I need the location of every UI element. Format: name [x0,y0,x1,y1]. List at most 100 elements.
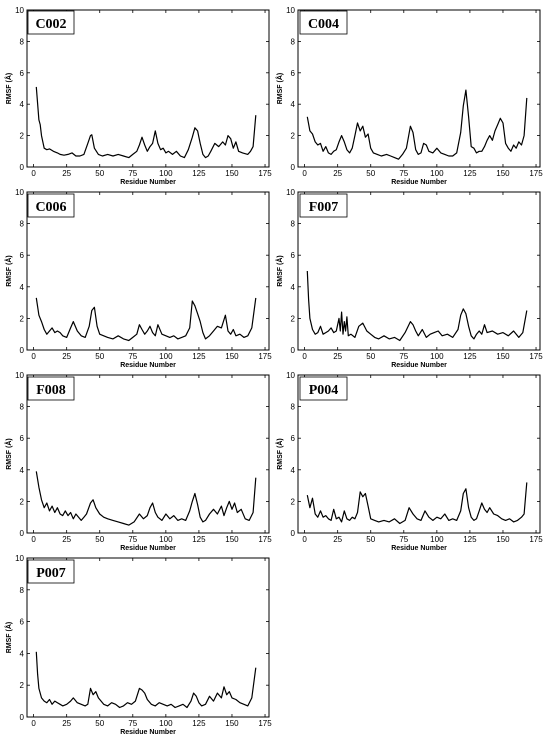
y-tick-label: 0 [291,346,296,355]
y-tick-label: 8 [20,220,25,229]
y-tick-label: 10 [15,554,24,563]
y-tick-label: 10 [15,6,24,15]
y-tick-label: 0 [20,713,25,722]
y-tick-label: 10 [286,371,295,380]
x-tick-label: 100 [430,535,444,544]
rmsf-series-line [306,270,528,342]
y-tick-label: 6 [291,69,296,78]
plot-frame [26,374,270,534]
y-tick-label: 0 [20,163,25,172]
y-tick-label: 4 [20,466,25,475]
x-tick-label: 175 [258,535,272,544]
y-tick-label: 0 [291,163,296,172]
plot-frame [26,9,270,168]
x-tick-label: 25 [62,535,71,544]
plot-frame [26,557,270,718]
rmsf-series-line [35,471,257,526]
x-tick-label: 175 [258,719,272,728]
x-axis-title: Residue Number [120,362,176,369]
x-tick-label: 100 [159,719,173,728]
x-tick-label: 75 [399,352,408,361]
x-tick-label: 125 [463,535,477,544]
x-axis-title: Residue Number [120,729,176,736]
x-tick-label: 0 [302,535,307,544]
x-tick-label: 25 [62,169,71,178]
x-tick-label: 75 [128,535,137,544]
x-tick-label: 100 [430,169,444,178]
y-tick-label: 6 [20,251,25,260]
rmsf-series-line [35,86,257,159]
x-tick-label: 150 [225,352,239,361]
y-tick-label: 4 [291,466,296,475]
x-tick-label: 0 [31,535,36,544]
rmsf-series-line [306,89,528,160]
x-tick-label: 100 [430,352,444,361]
x-tick-label: 150 [225,719,239,728]
panel-title-box [27,559,75,584]
x-tick-label: 125 [192,535,206,544]
x-tick-label: 175 [258,352,272,361]
x-axis-title: Residue Number [391,179,447,186]
x-tick-label: 50 [95,535,104,544]
y-axis-title: RMSF (Å) [275,438,284,470]
x-tick-label: 150 [496,352,510,361]
x-tick-label: 0 [31,169,36,178]
panel-title-box [27,10,75,35]
x-tick-label: 175 [529,352,543,361]
y-tick-label: 2 [291,314,296,323]
x-tick-label: 50 [95,352,104,361]
x-tick-label: 25 [333,535,342,544]
x-tick-label: 0 [302,352,307,361]
x-tick-label: 75 [128,169,137,178]
x-tick-label: 75 [399,169,408,178]
panel-title-box [299,193,348,218]
y-tick-label: 2 [20,497,25,506]
y-axis-title: RMSF (Å) [275,255,284,287]
y-tick-label: 2 [291,497,296,506]
x-tick-label: 150 [496,169,510,178]
x-tick-label: 25 [62,352,71,361]
x-tick-label: 150 [496,535,510,544]
x-tick-label: 25 [333,169,342,178]
x-tick-label: 150 [225,535,239,544]
y-tick-label: 8 [20,403,25,412]
x-tick-label: 100 [159,352,173,361]
panel-title: P007 [36,566,66,581]
y-tick-label: 8 [291,403,296,412]
y-tick-label: 10 [286,188,295,197]
y-tick-label: 2 [20,314,25,323]
y-axis-title: RMSF (Å) [4,73,13,105]
x-tick-label: 75 [399,535,408,544]
panel-title-box [27,193,75,218]
y-tick-label: 2 [20,681,25,690]
x-axis-title: Residue Number [391,362,447,369]
y-tick-label: 6 [20,434,25,443]
panel-title: F008 [36,383,66,398]
rmsf-series-line [35,297,257,342]
y-tick-label: 8 [291,220,296,229]
plot-frame [297,191,541,351]
y-axis-title: RMSF (Å) [4,255,13,287]
y-tick-label: 4 [20,649,25,658]
x-tick-label: 175 [258,169,272,178]
panel-title: F007 [309,200,339,215]
x-tick-label: 50 [95,719,104,728]
x-tick-label: 0 [31,352,36,361]
panel-title: C004 [308,17,339,32]
x-axis-title: Residue Number [120,545,176,552]
rmsf-series-line [35,651,257,709]
x-tick-label: 175 [529,535,543,544]
x-tick-label: 75 [128,352,137,361]
y-axis-title: RMSF (Å) [275,73,284,105]
x-tick-label: 125 [192,352,206,361]
x-tick-label: 0 [302,169,307,178]
y-tick-label: 4 [291,283,296,292]
y-tick-label: 6 [20,618,25,627]
